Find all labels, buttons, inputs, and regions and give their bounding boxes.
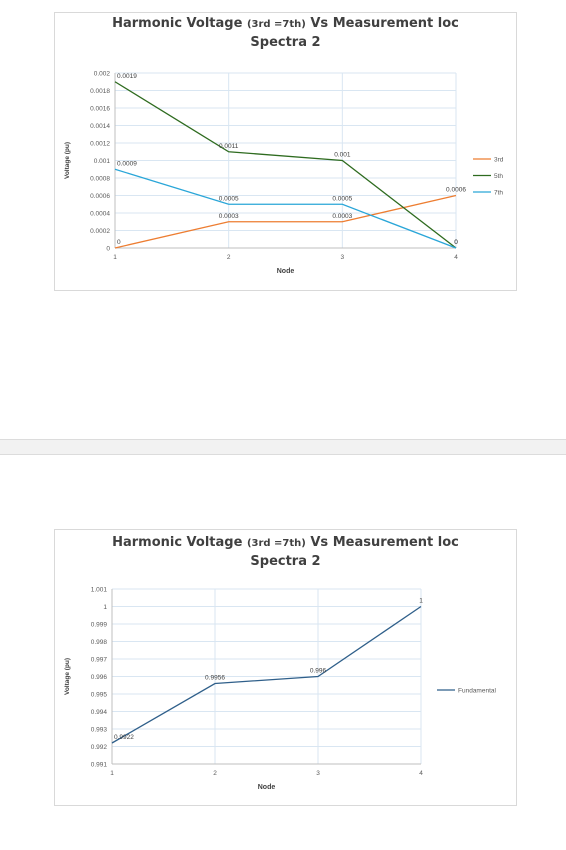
y-tick-label: 0.0004	[90, 211, 110, 218]
chart-plot-area: 00.00020.00040.00060.00080.0010.00120.00…	[64, 71, 504, 276]
x-tick-label: 2	[227, 254, 231, 261]
y-tick-label: 1.001	[91, 587, 108, 594]
data-label: 0.0003	[219, 213, 239, 220]
x-axis-title: Node	[258, 784, 276, 791]
x-tick-label: 2	[213, 770, 217, 777]
chart-title: Harmonic Voltage (3rd =7th) Vs Measureme…	[112, 535, 459, 569]
data-label: 0.0006	[446, 187, 466, 194]
data-label: 0.996	[310, 668, 327, 675]
y-tick-label: 0.992	[91, 744, 108, 751]
legend-label-5th: 5th	[494, 173, 503, 180]
legend-label-7th: 7th	[494, 190, 503, 197]
legend-label-3rd: 3rd	[494, 157, 504, 164]
y-tick-label: 0.001	[94, 158, 111, 165]
y-axis-title: Voltage (pu)	[64, 658, 71, 695]
data-label: 0.0005	[332, 195, 352, 202]
chart-plot-area: 0.991 0.992 0.993 0.994 0.995 0.996 0.997 0.998…	[64, 587, 496, 792]
chart-title: Harmonic Voltage (3rd =7th) Vs Measureme…	[112, 16, 459, 50]
x-tick-label: 3	[316, 770, 320, 777]
data-label: 0.0003	[332, 213, 352, 220]
y-tick-label: 0.993	[91, 727, 108, 734]
series-line-fundamental	[111, 605, 422, 744]
data-label: 0.9956	[205, 675, 225, 682]
y-tick-label: 0	[106, 246, 110, 253]
data-label: 1	[419, 598, 423, 605]
y-axis-title: Voltage (pu)	[64, 142, 71, 179]
x-tick-label: 4	[419, 770, 423, 777]
page-separator	[0, 439, 566, 455]
data-label: 0.001	[334, 152, 351, 159]
y-tick-label: 0.997	[91, 657, 108, 664]
series-line-3rd	[114, 194, 457, 249]
series-line-5th	[114, 81, 457, 249]
x-tick-label: 3	[341, 254, 345, 261]
y-tick-label: 0.0008	[90, 176, 110, 183]
y-tick-label: 0.0002	[90, 228, 110, 235]
y-tick-label: 0.0016	[90, 106, 110, 113]
y-tick-label: 0.991	[91, 762, 108, 769]
data-label: 0.0019	[117, 73, 137, 80]
legend-label-fundamental: Fundamental	[458, 688, 496, 695]
data-label: 0.9922	[114, 734, 134, 741]
x-tick-label: 1	[110, 770, 114, 777]
x-tick-label: 4	[454, 254, 458, 261]
y-tick-label: 0.998	[91, 639, 108, 646]
data-label: 0.0009	[117, 160, 137, 167]
data-label: 0.0005	[219, 195, 239, 202]
series-line-7th	[114, 168, 457, 249]
y-tick-label: 0.0006	[90, 193, 110, 200]
y-tick-label: 0.0018	[90, 88, 110, 95]
x-axis-title: Node	[277, 268, 295, 275]
y-tick-label: 0.994	[91, 709, 108, 716]
y-tick-label: 0.0012	[90, 141, 110, 148]
data-label: 0	[454, 239, 458, 246]
x-tick-label: 1	[113, 254, 117, 261]
y-tick-label: 0.0014	[90, 123, 110, 130]
data-label: 0.0011	[219, 143, 239, 150]
y-tick-label: 1	[103, 604, 107, 611]
harmonic-chart-top: Harmonic Voltage (3rd =7th) Vs Measureme…	[54, 12, 517, 291]
y-tick-label: 0.999	[91, 622, 108, 629]
data-label: 0	[454, 239, 458, 246]
y-tick-label: 0.002	[94, 71, 111, 78]
y-tick-label: 0.995	[91, 692, 108, 699]
y-tick-label: 0.996	[91, 674, 108, 681]
data-label: 0	[117, 239, 121, 246]
fundamental-chart-bottom: Harmonic Voltage (3rd =7th) Vs Measureme…	[54, 529, 517, 806]
